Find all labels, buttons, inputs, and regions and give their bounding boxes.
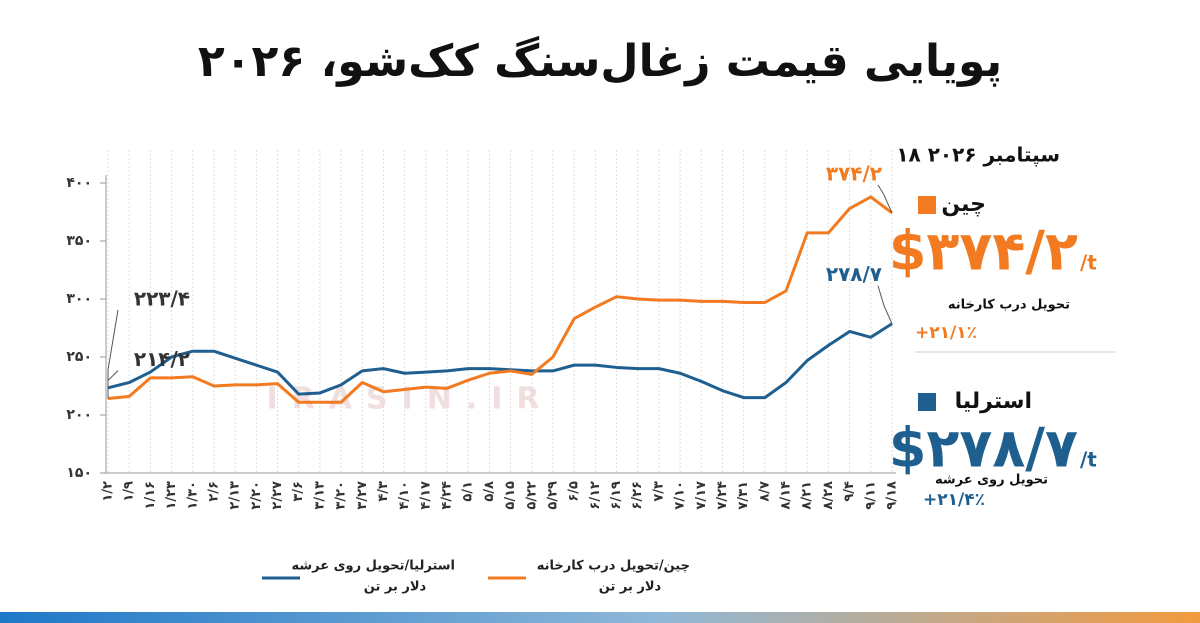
value-label: ۲۷۸/۷ <box>826 262 882 286</box>
x-tick-label: ۸/۱۴ <box>779 481 794 510</box>
x-tick-label: ۵/۲۹ <box>545 481 560 510</box>
item-name: استرلیا <box>955 389 1032 414</box>
x-tick-label: ۹/۱۱ <box>863 481 878 510</box>
x-tick-label: ۱/۹ <box>122 481 137 502</box>
value-label: ۳۷۴/۲ <box>826 161 882 185</box>
x-tick-label: ۷/۱۰ <box>673 481 688 510</box>
x-tick-label: ۸/۲۸ <box>821 481 836 510</box>
x-tick-label: ۸/۲۱ <box>800 481 815 510</box>
x-tick-label: ۷/۳ <box>651 481 666 502</box>
value-label: ۲۱۴/۲ <box>134 347 190 371</box>
item-price: $۲۷۸/۷ <box>889 417 1078 480</box>
y-tick-label: ۴۰۰ <box>66 175 92 191</box>
x-tick-label: ۳/۱۳ <box>312 481 327 510</box>
x-tick-label: ۶/۱۲ <box>588 481 603 510</box>
label-leader <box>107 370 119 399</box>
item-change: +۲۱/۱٪ <box>915 323 977 343</box>
watermark: IRASIN.IR <box>266 382 553 417</box>
item-delivery: تحویل روی عرشه <box>935 473 1048 488</box>
label-leader <box>877 184 893 214</box>
title: پویایی قیمت زغال‌سنگ کک‌شو، ۲۰۲۶ <box>198 36 1002 87</box>
x-tick-label: ۱/۲۳ <box>164 481 179 510</box>
y-tick-label: ۳۰۰ <box>66 291 92 307</box>
swatch <box>918 196 936 214</box>
x-tick-label: ۱/۳۰ <box>185 481 200 510</box>
x-tick-label: ۷/۱۷ <box>694 481 709 510</box>
item-name: چین <box>941 192 986 217</box>
item-delivery: تحویل درب کارخانه <box>948 298 1070 313</box>
x-tick-label: ۲/۱۳ <box>228 481 243 510</box>
x-tick-label: ۴/۱۰ <box>397 481 412 510</box>
series-line <box>107 322 893 400</box>
legend-label: استرلیا/تحویل روی عرشه <box>291 559 455 574</box>
x-tick-label: ۲/۶ <box>206 481 221 502</box>
x-tick-label: ۸/۷ <box>757 481 772 502</box>
x-tick-label: ۹/۴ <box>842 481 857 502</box>
item-unit: /t <box>1080 251 1097 275</box>
item-price: $۳۷۴/۲ <box>889 220 1078 283</box>
legend-unit: دلار بر تن <box>364 580 427 595</box>
y-tick-label: ۱۵۰ <box>66 465 92 481</box>
legend-label: چین/تحویل درب کارخانه <box>537 559 690 574</box>
panel: ۱۸ سپتامبر ۲۰۲۶ چین $۳۷۴/۲/t تحویل درب کارخ… <box>889 143 1115 510</box>
x-tick-label: ۴/۲۴ <box>440 481 455 510</box>
plot: ۱۵۰ ۲۰۰ ۲۵۰ ۳۰۰ ۳۵۰ ۴۰۰ ۱/۲ ۱/۹ ۱/۱۶ ۱/۲۳ ۱/۳۰ ۲/۶ ۲… <box>66 150 900 595</box>
item-change: +۲۱/۴٪ <box>923 490 985 510</box>
x-tick-label: ۲/۲۰ <box>249 481 264 510</box>
footer-bar <box>0 612 1200 623</box>
value-label: ۲۲۳/۴ <box>134 286 190 310</box>
x-tick-label: ۷/۲۴ <box>715 481 730 510</box>
y-tick-label: ۲۵۰ <box>66 349 92 365</box>
x-tick-label: ۶/۲۶ <box>630 481 645 510</box>
legend-unit: دلار بر تن <box>599 580 662 595</box>
swatch <box>918 393 936 411</box>
x-tick-label: ۱/۲ <box>101 481 116 502</box>
x-tick-label: ۴/۳ <box>376 481 391 502</box>
panel-date: ۱۸ سپتامبر ۲۰۲۶ <box>896 143 1060 168</box>
x-tick-label: ۵/۱۵ <box>503 481 518 510</box>
x-tick-label: ۹/۱۸ <box>885 481 900 510</box>
x-tick-label: ۷/۳۱ <box>736 481 751 510</box>
series-line <box>107 195 893 404</box>
y-tick-label: ۲۰۰ <box>66 407 92 423</box>
x-tick-label: ۳/۶ <box>291 481 306 502</box>
x-tick-label: ۶/۵ <box>567 481 582 502</box>
x-tick-label: ۲/۲۷ <box>270 481 285 510</box>
x-tick-label: ۵/۲۲ <box>524 481 539 510</box>
x-tick-label: ۴/۱۷ <box>418 481 433 510</box>
x-tick-label: ۶/۱۹ <box>609 481 624 510</box>
x-tick-label: ۵/۸ <box>482 481 497 502</box>
x-tick-label: ۵/۱ <box>461 481 476 502</box>
x-tick-label: ۳/۲۰ <box>334 481 349 510</box>
x-tick-label: ۱/۱۶ <box>143 481 158 510</box>
label-leader <box>877 285 893 324</box>
x-tick-label: ۳/۲۷ <box>355 481 370 510</box>
item-unit: /t <box>1080 448 1097 472</box>
y-tick-label: ۳۵۰ <box>66 233 92 249</box>
